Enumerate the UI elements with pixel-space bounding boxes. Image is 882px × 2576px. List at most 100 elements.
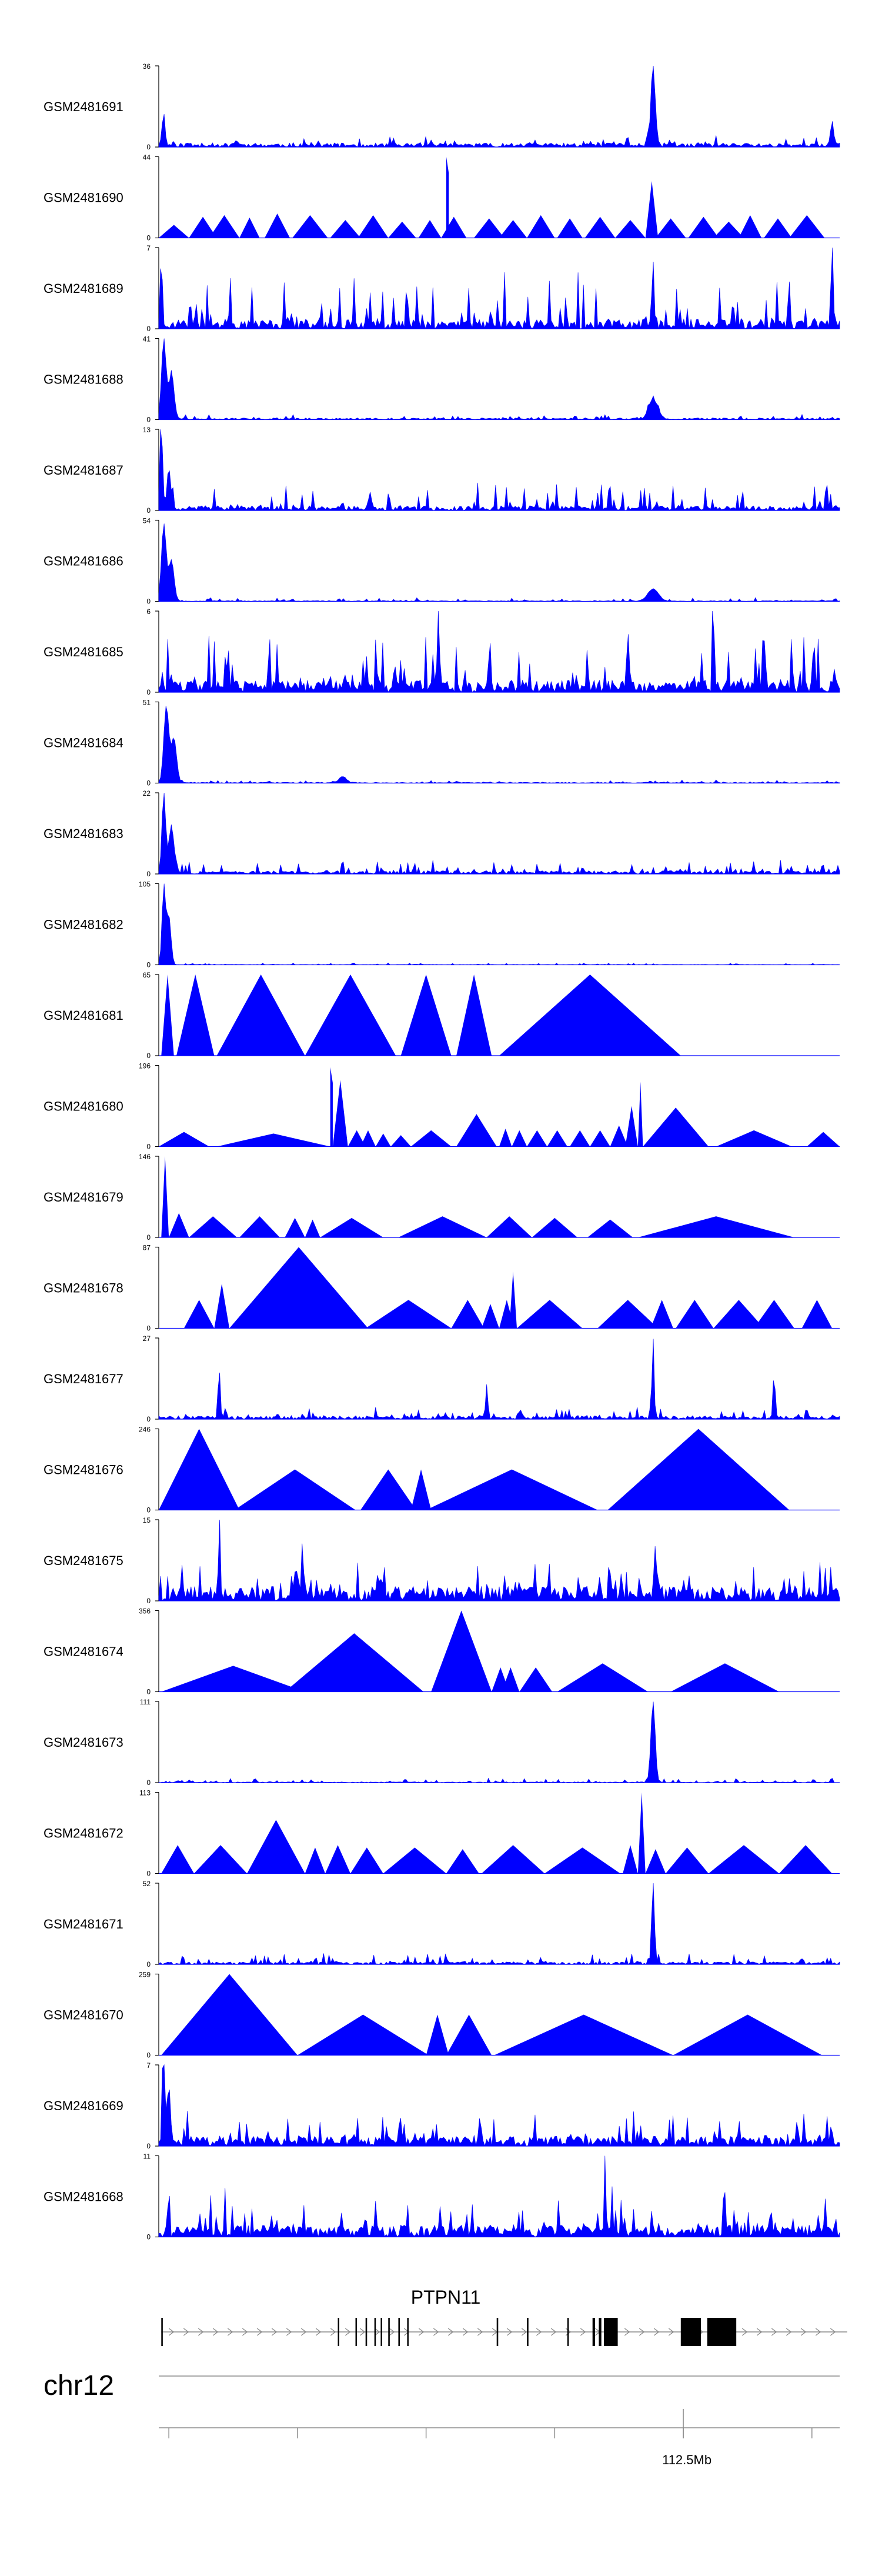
strand-arrow xyxy=(374,2328,380,2336)
track: GSM2481680 196 0 xyxy=(44,1062,840,1151)
signal-peak xyxy=(176,975,215,1056)
track: GSM2481679 146 0 xyxy=(44,1153,840,1242)
signal-peak xyxy=(320,1217,383,1237)
track: GSM2481676 246 0 xyxy=(44,1426,840,1514)
track-label: GSM2481680 xyxy=(44,1099,123,1114)
signal-peak xyxy=(509,1271,517,1329)
signal-peak xyxy=(708,1845,780,1874)
signal-peak xyxy=(161,975,174,1056)
signal-peak xyxy=(169,1213,189,1237)
track-ymax-label: 36 xyxy=(143,62,151,71)
gene-exon xyxy=(680,2318,701,2346)
track-label: GSM2481682 xyxy=(44,917,123,932)
signal-area xyxy=(158,338,840,420)
signal-peak xyxy=(161,1974,298,2056)
signal-peak xyxy=(358,215,389,238)
signal-peak xyxy=(610,1125,628,1147)
strand-arrow xyxy=(477,2328,483,2336)
signal-peak xyxy=(570,1130,590,1147)
track-label: GSM2481687 xyxy=(44,463,123,478)
track: GSM2481672 113 0 xyxy=(44,1789,840,1878)
track-ymax-label: 51 xyxy=(143,699,151,707)
signal-peak xyxy=(481,1304,499,1329)
signal-peak xyxy=(557,218,583,238)
strand-arrow xyxy=(433,2328,439,2336)
track: GSM2481670 259 0 xyxy=(44,1971,840,2060)
signal-peak xyxy=(441,216,467,238)
track: GSM2481681 65 0 xyxy=(44,971,840,1060)
signal-peak xyxy=(713,1300,764,1329)
signal-peak xyxy=(474,218,505,238)
strand-arrow xyxy=(447,2328,454,2336)
gene-exon xyxy=(599,2318,602,2346)
signal-peak xyxy=(285,1217,305,1237)
strand-arrow xyxy=(506,2328,513,2336)
signal-peak xyxy=(597,1300,659,1329)
signal-peak xyxy=(292,215,328,238)
strand-arrow xyxy=(639,2328,645,2336)
signal-peak xyxy=(209,215,240,238)
signal-peak xyxy=(365,1300,452,1329)
signal-peak xyxy=(670,1663,780,1692)
track: GSM2481688 41 0 xyxy=(44,335,840,424)
signal-peak xyxy=(446,2014,492,2056)
signal-peak xyxy=(801,1300,833,1329)
signal-peak xyxy=(265,213,290,238)
strand-arrow xyxy=(345,2328,351,2336)
signal-peak xyxy=(410,1469,432,1510)
signal-peak xyxy=(305,975,396,1056)
track: GSM2481690 44 0 xyxy=(44,154,840,242)
signal-peak xyxy=(481,1845,545,1874)
signal-peak xyxy=(499,975,681,1056)
signal-peak xyxy=(499,1129,512,1147)
strand-arrow xyxy=(315,2328,322,2336)
strand-arrow xyxy=(198,2328,204,2336)
signal-peak xyxy=(512,1130,527,1147)
track-ymax-label: 7 xyxy=(146,244,151,252)
gene-exon xyxy=(603,2318,618,2346)
strand-arrow xyxy=(800,2328,807,2336)
track: GSM2481677 27 0 xyxy=(44,1334,840,1423)
signal-peak xyxy=(183,1300,215,1329)
signal-peak xyxy=(527,1130,547,1147)
signal-peak xyxy=(383,1847,446,1874)
strand-arrow xyxy=(786,2328,792,2336)
signal-area xyxy=(158,247,840,329)
signal-peak xyxy=(637,1792,646,1874)
track-ymin-label: 0 xyxy=(146,1415,151,1423)
track-label: GSM2481681 xyxy=(44,1008,123,1023)
signal-peak xyxy=(189,216,217,238)
signal-peak xyxy=(655,218,686,238)
track-label: GSM2481685 xyxy=(44,645,123,659)
track-ymin-label: 0 xyxy=(146,416,151,424)
strand-arrow xyxy=(550,2328,557,2336)
track: GSM2481671 52 0 xyxy=(44,1880,840,1968)
gene-exon xyxy=(398,2318,400,2346)
signal-area xyxy=(158,1883,840,1966)
signal-peak xyxy=(754,1300,794,1329)
track-ymin-label: 0 xyxy=(146,143,151,151)
signal-peak xyxy=(764,218,792,238)
track-ymax-label: 113 xyxy=(139,1789,151,1797)
gene-exon xyxy=(496,2318,499,2346)
track-ymin-label: 0 xyxy=(146,234,151,242)
track-ymin-label: 0 xyxy=(146,1052,151,1060)
track: GSM2481689 7 0 xyxy=(44,244,840,333)
track-ymin-label: 0 xyxy=(146,1233,151,1242)
signal-peak xyxy=(216,1133,330,1147)
track-ymax-label: 15 xyxy=(143,1516,151,1524)
signal-peak xyxy=(332,1080,348,1147)
track-label: GSM2481684 xyxy=(44,736,123,750)
track-ymax-label: 87 xyxy=(143,1244,151,1252)
strand-arrow xyxy=(624,2328,630,2336)
track-ymax-label: 44 xyxy=(143,154,151,162)
signal-peak xyxy=(451,1300,485,1329)
track-ymax-label: 111 xyxy=(140,1698,151,1706)
track-ymax-label: 356 xyxy=(139,1607,151,1616)
track-ymin-label: 0 xyxy=(146,1870,151,1878)
signal-peak xyxy=(494,2014,673,2056)
track-ymin-label: 0 xyxy=(146,1506,151,1514)
signal-peak xyxy=(161,1666,305,1692)
track: GSM2481675 15 0 xyxy=(44,1516,840,1605)
